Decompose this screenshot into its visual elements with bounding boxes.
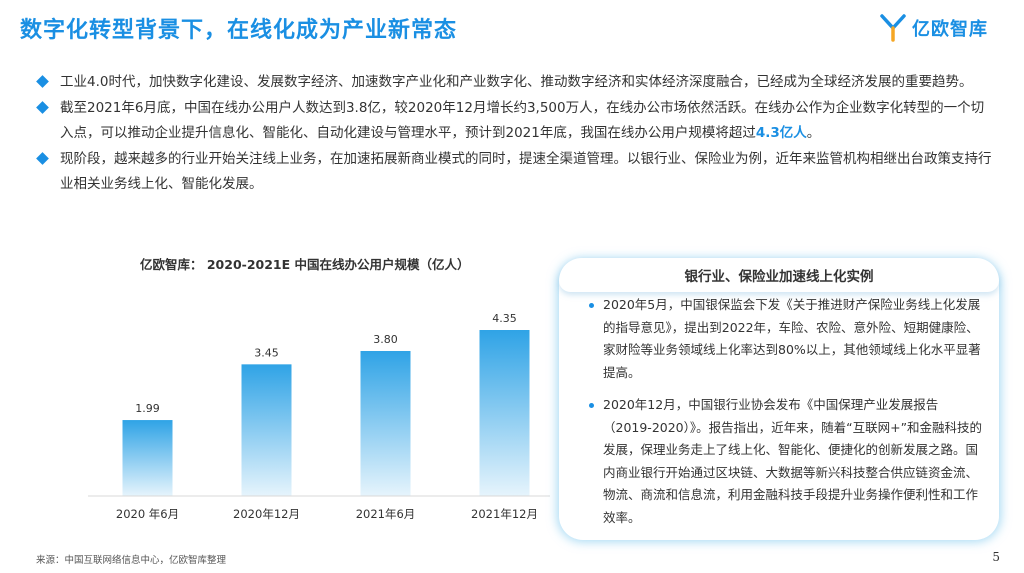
case-item: 2020年5月，中国银保监会下发《关于推进财产保险业务线上化发展的指导意见》，提…: [587, 294, 987, 384]
bullet-item: 现阶段，越来越多的行业开始关注线上业务，在加速拓展新商业模式的同时，提速全渠道管…: [36, 147, 996, 197]
x-tick-label: 2021年12月: [471, 507, 538, 521]
source-note: 来源：中国互联网络信息中心，亿欧智库整理: [36, 555, 227, 566]
bar-value-label: 4.35: [492, 312, 517, 325]
dot-bullet-icon: [589, 303, 594, 308]
chart-bar: [241, 364, 292, 496]
bar-value-label: 3.45: [254, 346, 279, 359]
case-panel-title: 银行业、保险业加速线上化实例: [559, 258, 999, 292]
bullet-text-end: 。: [806, 125, 821, 141]
bullet-item: 截至2021年6月底，中国在线办公用户人数达到3.8亿，较2020年12月增长约…: [36, 96, 996, 146]
bullet-item: 工业4.0时代，加快数字化建设、发展数字经济、加速数字产业化和产业数字化、推动数…: [36, 70, 996, 95]
chart-bar: [360, 350, 411, 496]
case-panel: 银行业、保险业加速线上化实例 2020年5月，中国银保监会下发《关于推进财产保险…: [559, 258, 999, 540]
bullet-text: 截至2021年6月底，中国在线办公用户人数达到3.8亿，较2020年12月增长约…: [60, 100, 985, 141]
case-list: 2020年5月，中国银保监会下发《关于推进财产保险业务线上化发展的指导意见》，提…: [587, 294, 987, 539]
bar-value-label: 1.99: [135, 402, 160, 415]
logo: 亿欧智库: [880, 14, 988, 42]
x-tick-label: 2021年6月: [356, 507, 416, 521]
diamond-bullet-icon: [36, 101, 49, 114]
x-tick-label: 2020年12月: [233, 507, 300, 521]
case-item: 2020年12月，中国银行业协会发布《中国保理产业发展报告（2019-2020）…: [587, 394, 987, 529]
diamond-bullet-icon: [36, 75, 49, 88]
highlight-value: 4.3亿人: [755, 125, 807, 141]
case-item-text: 2020年5月，中国银保监会下发《关于推进财产保险业务线上化发展的指导意见》，提…: [603, 297, 981, 380]
page-title: 数字化转型背景下，在线化成为产业新常态: [20, 18, 458, 43]
bar-chart: 1.99 2020 年6月 3.45 2020年12月 3.80 2021年6月 4.35 2…: [88, 312, 550, 521]
bar-value-label: 3.80: [373, 333, 398, 346]
logo-text: 亿欧智库: [912, 19, 988, 40]
bullet-list: 工业4.0时代，加快数字化建设、发展数字经济、加速数字产业化和产业数字化、推动数…: [36, 70, 996, 198]
page-number: 5: [992, 550, 1000, 564]
chart-bar: [479, 330, 530, 496]
bullet-text: 现阶段，越来越多的行业开始关注线上业务，在加速拓展新商业模式的同时，提速全渠道管…: [60, 151, 992, 192]
dot-bullet-icon: [589, 403, 594, 408]
yiou-logo-icon: [880, 14, 906, 42]
x-tick-label: 2020 年6月: [116, 507, 179, 521]
chart-bar: [122, 420, 173, 496]
bullet-text: 工业4.0时代，加快数字化建设、发展数字经济、加速数字产业化和产业数字化、推动数…: [60, 74, 973, 90]
case-item-text: 2020年12月，中国银行业协会发布《中国保理产业发展报告（2019-2020）…: [603, 397, 983, 525]
diamond-bullet-icon: [36, 152, 49, 165]
chart-title: 亿欧智库： 2020-2021E 中国在线办公用户规模（亿人）: [140, 257, 470, 272]
